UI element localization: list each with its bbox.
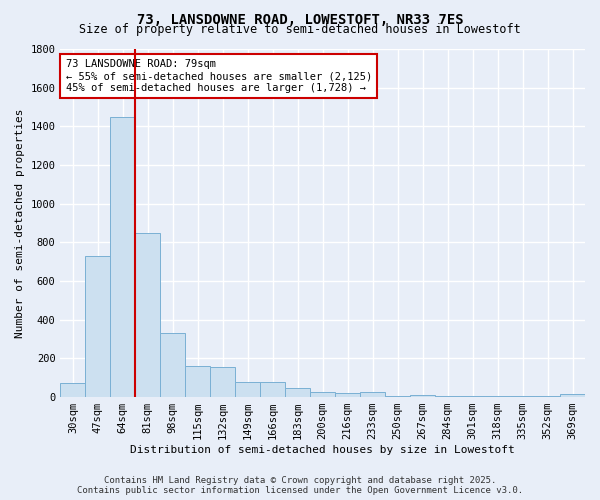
Text: 73 LANSDOWNE ROAD: 79sqm
← 55% of semi-detached houses are smaller (2,125)
45% o: 73 LANSDOWNE ROAD: 79sqm ← 55% of semi-d…: [65, 60, 372, 92]
Bar: [310, 392, 335, 397]
Bar: [485, 396, 510, 397]
Bar: [410, 395, 435, 397]
Y-axis label: Number of semi-detached properties: Number of semi-detached properties: [15, 108, 25, 338]
Bar: [335, 393, 360, 397]
Bar: [510, 396, 535, 397]
Bar: [285, 388, 310, 397]
Bar: [435, 396, 460, 397]
Bar: [360, 392, 385, 397]
Bar: [535, 396, 560, 397]
Bar: [185, 366, 210, 397]
Bar: [560, 394, 585, 397]
Bar: [385, 396, 410, 397]
Bar: [235, 382, 260, 397]
Bar: [85, 256, 110, 397]
Text: 73, LANSDOWNE ROAD, LOWESTOFT, NR33 7ES: 73, LANSDOWNE ROAD, LOWESTOFT, NR33 7ES: [137, 12, 463, 26]
Bar: [61, 382, 85, 397]
Bar: [260, 382, 285, 397]
X-axis label: Distribution of semi-detached houses by size in Lowestoft: Distribution of semi-detached houses by …: [130, 445, 515, 455]
Text: Size of property relative to semi-detached houses in Lowestoft: Size of property relative to semi-detach…: [79, 22, 521, 36]
Bar: [460, 396, 485, 397]
Bar: [160, 334, 185, 397]
Text: Contains HM Land Registry data © Crown copyright and database right 2025.
Contai: Contains HM Land Registry data © Crown c…: [77, 476, 523, 495]
Bar: [136, 232, 160, 397]
Bar: [110, 116, 136, 397]
Bar: [210, 367, 235, 397]
